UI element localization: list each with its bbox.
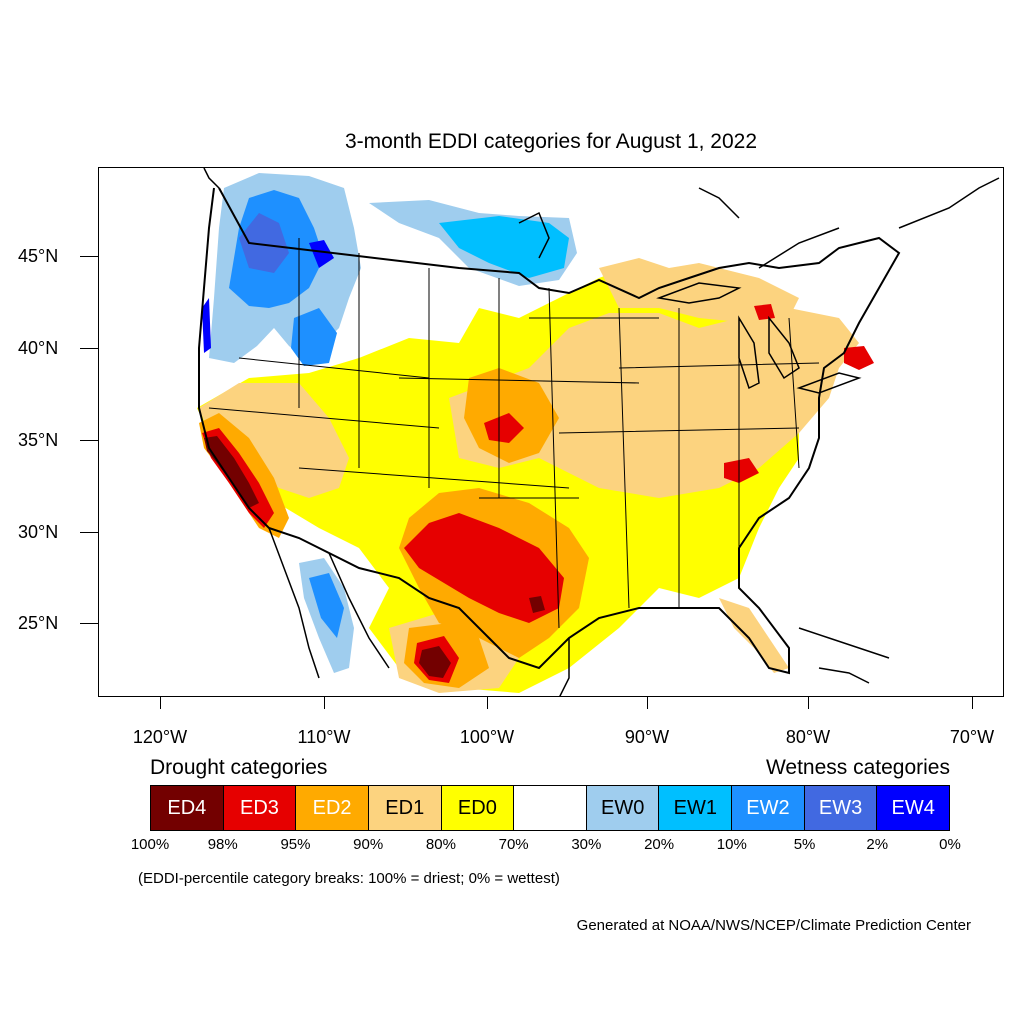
lon-tick	[808, 697, 809, 709]
map-panel	[98, 167, 1004, 697]
islands-outline	[798, 627, 890, 684]
canada-coast-outline	[203, 168, 1000, 269]
percentile-label: 100%	[130, 836, 170, 853]
lon-tick	[487, 697, 488, 709]
mexico-outline	[268, 527, 570, 696]
drought-heading: Drought categories	[150, 756, 328, 779]
percentile-label: 80%	[425, 836, 456, 853]
northern-plains-ew1-area	[439, 216, 569, 278]
lon-tick	[972, 697, 973, 709]
percentile-label: 20%	[644, 836, 675, 853]
map-title: 3-month EDDI categories for August 1, 20…	[344, 130, 758, 153]
legend-cell-neutral	[514, 786, 587, 830]
percentile-label: 5%	[793, 836, 816, 853]
legend-cell-ed0: ED0	[441, 786, 515, 830]
percentile-label: 30%	[571, 836, 602, 853]
wetness-heading: Wetness categories	[765, 756, 950, 779]
lon-label-70: 70°W	[949, 727, 995, 747]
us-outline	[198, 187, 901, 675]
lat-label-30: 30°N	[18, 522, 59, 542]
lon-label-80: 80°W	[785, 727, 831, 747]
ed1-florida-area	[719, 598, 789, 673]
percentile-label: 0%	[939, 836, 961, 853]
ed3-new-england-area	[844, 346, 874, 370]
lat-tick	[80, 348, 98, 349]
wet-areas	[202, 173, 577, 673]
dry-areas	[197, 258, 874, 693]
percentile-label: 95%	[280, 836, 311, 853]
ed4-mexico-area	[419, 646, 451, 678]
lon-label-110: 110°W	[297, 727, 351, 747]
ed3-kansas-area	[484, 413, 524, 443]
legend-cell-ed1: ED1	[368, 786, 442, 830]
percentile-label: 70%	[498, 836, 529, 853]
eddi-map	[197, 168, 1000, 696]
boundaries	[198, 168, 1000, 696]
percentile-label: 90%	[353, 836, 384, 853]
lon-label-120: 120°W	[132, 727, 188, 747]
lat-tick	[80, 256, 98, 257]
lat-label-35: 35°N	[18, 430, 59, 450]
lat-label-40: 40°N	[18, 338, 59, 358]
lon-tick	[324, 697, 325, 709]
lat-label-45: 45°N	[18, 246, 59, 266]
legend-cell-ed4: ED4	[151, 786, 224, 830]
ed1-central-east-area	[449, 308, 859, 498]
state-lines-vertical	[298, 238, 800, 629]
lat-tick	[80, 440, 98, 441]
legend-cell-ew2: EW2	[732, 786, 805, 830]
legend-cell-ew1: EW1	[659, 786, 733, 830]
ed4-california-area	[204, 436, 259, 508]
lon-tick	[647, 697, 648, 709]
lon-label-100: 100°W	[459, 727, 515, 747]
ed3-tennessee-area	[724, 458, 759, 483]
credit-text: Generated at NOAA/NWS/NCEP/Climate Predi…	[576, 917, 971, 934]
ed4-texas-spot	[529, 596, 545, 613]
lat-tick	[80, 623, 98, 624]
great-lakes-outline	[656, 282, 862, 394]
percentile-label: 10%	[716, 836, 747, 853]
legend-colorbar: ED4 ED3 ED2 ED1 ED0 EW0 EW1 EW2 EW3 EW4	[150, 785, 950, 831]
ed3-texas-area	[404, 513, 564, 623]
legend-cell-ew0: EW0	[586, 786, 660, 830]
category-note: (EDDI-percentile category breaks: 100% =…	[138, 870, 560, 887]
lat-label-25: 25°N	[18, 613, 59, 633]
idaho-wet-area	[291, 308, 337, 366]
legend-cell-ew4: EW4	[877, 786, 950, 830]
coast-ew4-strip	[202, 298, 211, 353]
percentile-label: 2%	[866, 836, 889, 853]
ed3-michigan-spot	[754, 304, 775, 320]
percentile-label: 98%	[207, 836, 238, 853]
lon-label-90: 90°W	[624, 727, 670, 747]
baja-ew2-area	[309, 573, 344, 638]
pacific-nw-ew4-area	[309, 240, 334, 268]
legend-cell-ew3: EW3	[804, 786, 878, 830]
ed1-great-lakes-area	[599, 258, 799, 323]
legend-cell-ed3: ED3	[223, 786, 297, 830]
lat-tick	[80, 532, 98, 533]
lon-tick	[160, 697, 161, 709]
legend-cell-ed2: ED2	[296, 786, 369, 830]
pacific-nw-ew3-area	[239, 213, 289, 273]
